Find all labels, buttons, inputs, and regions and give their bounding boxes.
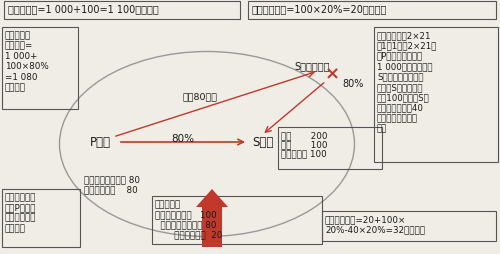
Text: 少数股东损益=100×20%=20（万元）: 少数股东损益=100×20%=20（万元） — [252, 4, 388, 14]
Text: 借：长期股权投资 80: 借：长期股权投资 80 — [84, 174, 140, 183]
Text: 合并净利润=1 000+100=1 100（万元）: 合并净利润=1 000+100=1 100（万元） — [8, 4, 159, 14]
Polygon shape — [196, 189, 228, 247]
Text: 负债       100: 负债 100 — [281, 139, 328, 148]
Text: 假定合并日为2×21
年1月1日，2×21年
度P公司实现净利润
1 000万元（扣除从
S公司分得的现金股
利），S公司实现净
利润100万元，S公
司分配现: 假定合并日为2×21 年1月1日，2×21年 度P公司实现净利润 1 000万元… — [377, 31, 438, 133]
Text: 贷：长期股权投资 80: 贷：长期股权投资 80 — [155, 219, 216, 228]
Text: 归属于母公
司净利润=
1 000+
100×80%
=1 080
（万元）: 归属于母公 司净利润= 1 000+ 100×80% =1 080 （万元） — [5, 31, 49, 92]
Text: S公司: S公司 — [252, 136, 274, 149]
Text: 少数股东权益  20: 少数股东权益 20 — [155, 229, 222, 238]
Text: 资产       200: 资产 200 — [281, 131, 328, 139]
Text: 少数股东权益=20+100×
20%-40×20%=32（万元）: 少数股东权益=20+100× 20%-40×20%=32（万元） — [325, 214, 425, 233]
Text: 合并报表所有
者是P公司投
资者和少数股
东投资者: 合并报表所有 者是P公司投 资者和少数股 东投资者 — [5, 192, 36, 232]
Text: 所有者权益 100: 所有者权益 100 — [281, 148, 327, 157]
Text: 抵销分录：: 抵销分录： — [155, 199, 181, 208]
Text: S公司原股东: S公司原股东 — [294, 61, 330, 71]
Text: 付款80万元: 付款80万元 — [182, 92, 218, 101]
Text: P公司: P公司 — [90, 136, 110, 149]
Text: 80%: 80% — [342, 79, 363, 89]
Text: 80%: 80% — [172, 133, 194, 144]
Text: 借：所有者权益   100: 借：所有者权益 100 — [155, 209, 217, 218]
Text: ×: × — [324, 65, 340, 83]
Text: 贷：银行存款    80: 贷：银行存款 80 — [84, 184, 138, 193]
